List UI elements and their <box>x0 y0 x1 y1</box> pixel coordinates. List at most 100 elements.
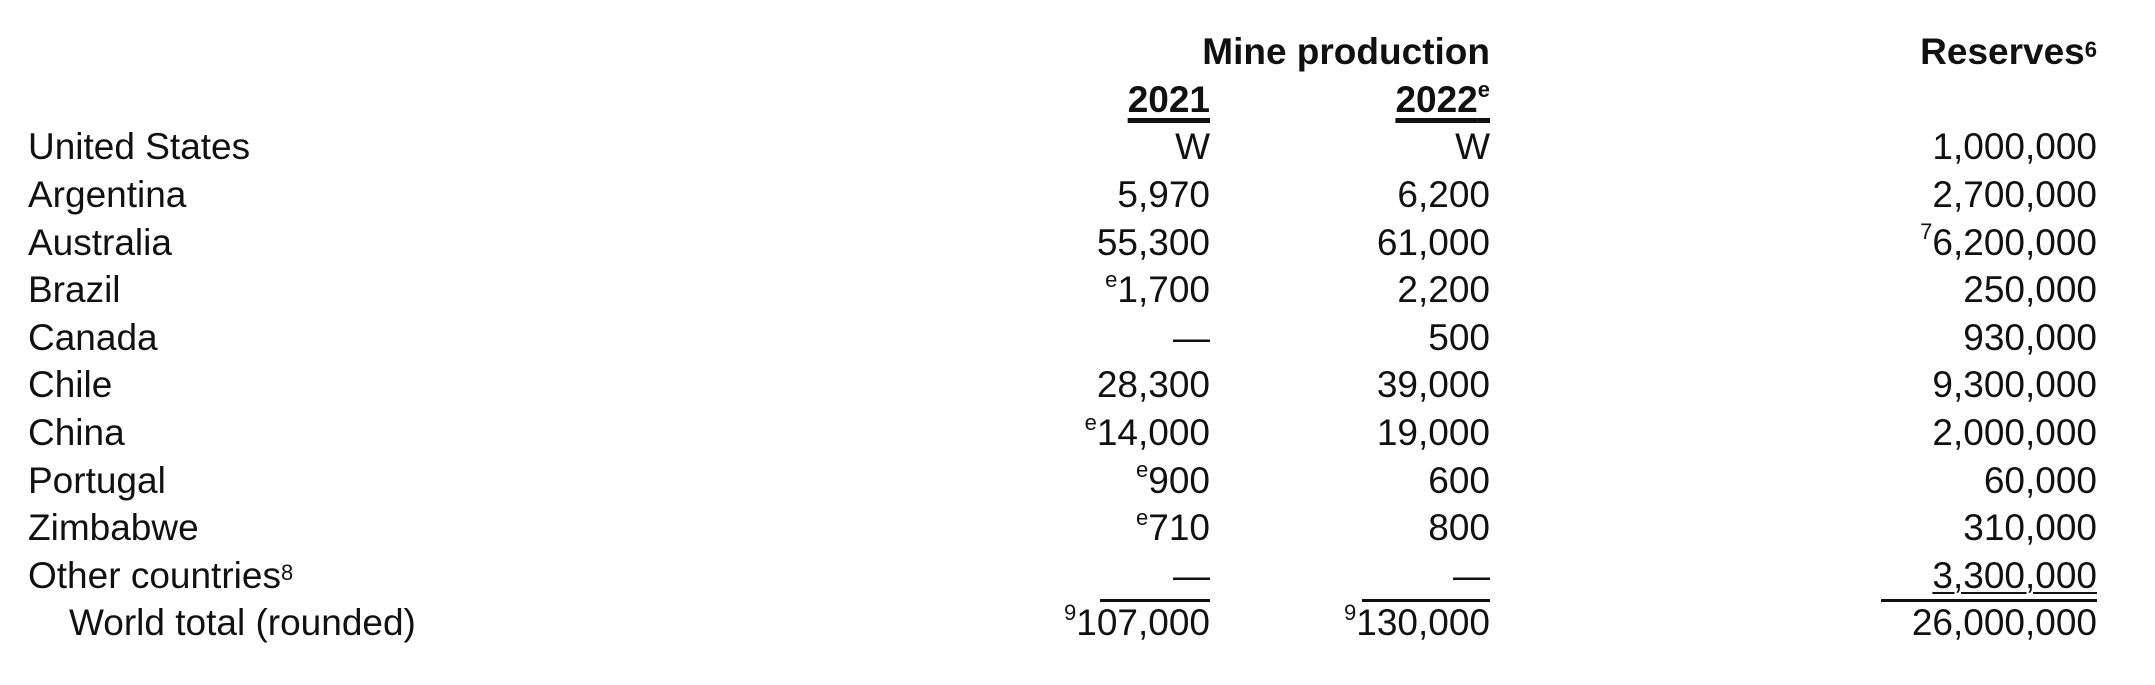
production-value: 1,700 <box>1117 269 1210 311</box>
year-label: 2022e <box>1395 78 1490 120</box>
production-value: 55,300 <box>1096 221 1210 263</box>
country-cell: United States <box>28 123 928 171</box>
estimate-marker: e <box>1105 266 1118 292</box>
production-2021-cell: 55,300 <box>928 218 1210 266</box>
production-2022-cell: 19,000 <box>1210 409 1490 457</box>
country-name: Chile <box>28 364 113 406</box>
country-name: Brazil <box>28 269 121 311</box>
country-cell: China <box>28 409 928 457</box>
footnote-marker: 9 <box>1064 599 1077 625</box>
total-reserves-cell: 26,000,000 <box>1490 599 2097 647</box>
production-value: 900 <box>1148 459 1210 501</box>
estimate-marker: e <box>1084 409 1097 435</box>
header-spacer <box>1490 76 2097 124</box>
total-value: 107,000 <box>1076 602 1210 644</box>
production-2022-cell: 39,000 <box>1210 361 1490 409</box>
footnote-marker: 7 <box>1920 219 1933 245</box>
reserves-cell: 9,300,000 <box>1490 361 2097 409</box>
production-value: — <box>1453 554 1490 596</box>
country-name: Zimbabwe <box>28 507 199 549</box>
production-2021-cell: e 710 <box>928 504 1210 552</box>
reserves-value: 9,300,000 <box>1932 364 2097 406</box>
country-cell: Other countries 8 <box>28 554 294 596</box>
production-2021-cell: W <box>928 123 1210 171</box>
year-label: 2021 <box>1127 78 1210 120</box>
country-cell: Brazil <box>28 266 928 314</box>
reserves-cell: 2,700,000 <box>1490 171 2097 219</box>
production-2021-cell: e 900 <box>928 456 1210 504</box>
production-2022-cell: 61,000 <box>1210 218 1490 266</box>
country-cell: Chile <box>28 361 928 409</box>
reserves-value: 930,000 <box>1963 316 2097 358</box>
production-value: 28,300 <box>1096 364 1210 406</box>
production-value: W <box>1175 126 1210 168</box>
header-reserves: Reserves 6 <box>1920 31 2097 73</box>
reserves-cell: 60,000 <box>1490 456 2097 504</box>
production-2022-cell: 2,200 <box>1210 266 1490 314</box>
country-name: Argentina <box>28 174 187 216</box>
total-value: 26,000,000 <box>1911 602 2097 644</box>
footnote-ref: e <box>1477 76 1490 102</box>
country-name: Portugal <box>28 459 166 501</box>
production-2021-cell: 28,300 <box>928 361 1210 409</box>
reserves-value: 3,300,000 <box>1932 554 2097 596</box>
country-cell: Argentina <box>28 171 928 219</box>
header-spacer <box>28 76 928 124</box>
production-2022-cell: W <box>1210 123 1490 171</box>
reserves-value: 310,000 <box>1963 507 2097 549</box>
production-2021-cell: e 1,700 <box>928 266 1210 314</box>
production-value: 5,970 <box>1117 174 1210 216</box>
reserves-value: 250,000 <box>1963 269 2097 311</box>
total-rule <box>1362 599 1490 603</box>
production-value: — <box>1173 316 1210 358</box>
country-name: China <box>28 412 125 454</box>
total-label: World total (rounded) <box>69 602 416 644</box>
production-value: W <box>1455 126 1490 168</box>
production-2021-cell: 5,970 <box>928 171 1210 219</box>
production-2022-cell: — <box>1210 552 1490 600</box>
header-spacer <box>28 28 928 76</box>
reserves-value: 2,700,000 <box>1932 174 2097 216</box>
estimate-marker: e <box>1136 504 1149 530</box>
total-label-cell: World total (rounded) <box>28 599 928 647</box>
country-cell: Portugal <box>28 456 928 504</box>
production-value: 800 <box>1428 507 1490 549</box>
reserves-cell: 2,000,000 <box>1490 409 2097 457</box>
country-cell: Canada <box>28 314 928 362</box>
total-rule <box>1100 599 1210 603</box>
production-2021-cell: — <box>928 314 1210 362</box>
total-rule <box>1881 599 2097 603</box>
reserves-cell: 3,300,000 <box>1490 552 2097 600</box>
production-value: 61,000 <box>1376 221 1490 263</box>
country-cell: Australia <box>28 218 928 266</box>
production-2022-cell: 600 <box>1210 456 1490 504</box>
footnote-marker: 9 <box>1344 599 1357 625</box>
mine-production-table: Mine production Reserves 6 2021 2022e Uni… <box>28 28 2097 647</box>
reserves-cell: 250,000 <box>1490 266 2097 314</box>
production-2022-cell: 500 <box>1210 314 1490 362</box>
country-name: Australia <box>28 221 172 263</box>
year-text: 2022 <box>1395 78 1478 120</box>
reserves-value: 1,000,000 <box>1932 126 2097 168</box>
reserves-label: Reserves <box>1920 31 2085 73</box>
header-mine-production: Mine production <box>1202 31 1490 73</box>
country-name: United States <box>28 126 251 168</box>
reserves-cell: 1,000,000 <box>1490 123 2097 171</box>
production-value: 600 <box>1428 459 1490 501</box>
country-name: Canada <box>28 316 158 358</box>
estimate-marker: e <box>1136 457 1149 483</box>
total-2022-cell: 9 130,000 <box>1210 599 1490 647</box>
production-value: 19,000 <box>1376 412 1490 454</box>
production-value: 500 <box>1428 316 1490 358</box>
header-year-2021: 2021 <box>928 76 1210 124</box>
production-value: 710 <box>1148 507 1210 549</box>
production-2022-cell: 800 <box>1210 504 1490 552</box>
reserves-value: 6,200,000 <box>1932 221 2097 263</box>
production-2022-cell: 6,200 <box>1210 171 1490 219</box>
production-value: 6,200 <box>1397 174 1490 216</box>
country-cell: Zimbabwe <box>28 504 928 552</box>
reserves-value: 60,000 <box>1983 459 2097 501</box>
total-2021-cell: 9 107,000 <box>928 599 1210 647</box>
reserves-value: 2,000,000 <box>1932 412 2097 454</box>
header-year-2022: 2022e <box>1210 76 1490 124</box>
